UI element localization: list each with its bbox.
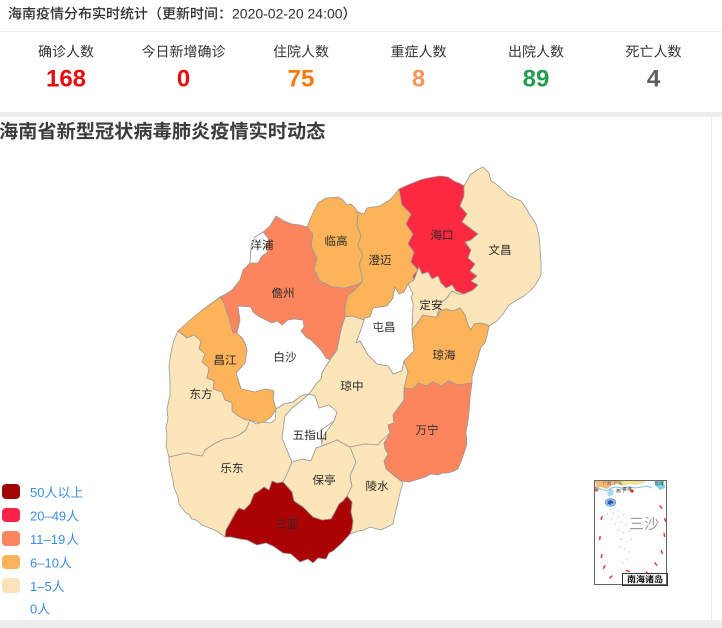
- svg-text:75: 75: [288, 66, 315, 93]
- svg-text:20–49: 20–49: [30, 509, 66, 524]
- svg-text:11–19: 11–19: [30, 532, 65, 547]
- svg-text:50: 50: [30, 485, 44, 500]
- svg-text:89: 89: [523, 66, 550, 93]
- svg-text:8: 8: [412, 66, 425, 93]
- svg-text:4: 4: [647, 66, 661, 93]
- svg-text:168: 168: [46, 66, 86, 93]
- svg-text:1–5: 1–5: [30, 579, 52, 594]
- svg-text:0: 0: [30, 602, 37, 617]
- svg-text:2020-02-20 24:00: 2020-02-20 24:00: [232, 6, 343, 22]
- svg-text:0: 0: [177, 66, 190, 93]
- svg-text:6–10: 6–10: [30, 556, 59, 571]
